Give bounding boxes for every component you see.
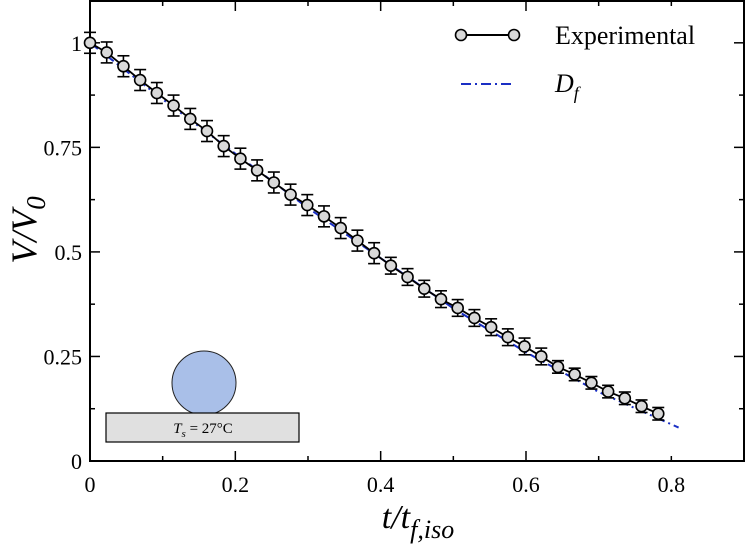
inset-schematic: Ts = 27°C: [105, 350, 300, 443]
data-point: [83, 36, 97, 50]
data-point: [133, 73, 147, 87]
y-tick-label: 0.25: [44, 344, 83, 369]
x-tick-label: 0.2: [222, 472, 250, 497]
data-point: [200, 124, 214, 138]
data-point: [183, 112, 197, 126]
data-point: [250, 164, 264, 177]
y-tick-label: 0.75: [44, 135, 83, 160]
data-point: [317, 210, 331, 223]
data-point: [635, 399, 648, 413]
data-point: [468, 311, 481, 325]
data-point: [384, 259, 398, 273]
data-point: [518, 340, 531, 353]
x-tick-label: 0: [85, 472, 96, 497]
data-point: [434, 292, 448, 306]
series-experimental: [83, 31, 665, 421]
data-point: [451, 301, 464, 315]
data-point: [300, 198, 314, 212]
tick-labels: 0 0.2 0.4 0.6 0.8 0 0.25 0.5 0.75 1: [44, 31, 686, 497]
inset-label: Ts = 27°C: [173, 421, 233, 440]
data-point: [501, 330, 515, 344]
data-point: [367, 246, 381, 260]
data-point: [267, 176, 281, 189]
data-point: [568, 368, 581, 381]
data-point: [100, 46, 114, 59]
substrate-icon: [105, 412, 300, 443]
data-point: [534, 350, 548, 363]
data-point: [334, 221, 348, 235]
x-tick-label: 0.4: [367, 472, 395, 497]
x-tick-label: 0.8: [658, 472, 686, 497]
data-point: [217, 139, 231, 153]
x-axis-title: t/tf,iso: [382, 499, 454, 544]
droplet-icon: [171, 350, 237, 416]
legend: Experimental Df: [454, 21, 695, 103]
legend-exp-marker-left: [454, 28, 468, 42]
data-point: [351, 234, 364, 247]
data-point: [601, 385, 615, 398]
data-point: [234, 152, 247, 165]
data-point: [117, 59, 130, 73]
data-point: [618, 391, 632, 405]
data-point: [651, 407, 665, 421]
data-point: [484, 320, 498, 334]
x-tick-label: 0.6: [512, 472, 540, 497]
y-tick-label: 0.5: [55, 240, 83, 265]
data-point: [417, 282, 431, 296]
data-point: [401, 270, 414, 284]
y-tick-label: 0: [71, 449, 82, 474]
plot-frame: [89, 0, 745, 462]
y-axis-title: V/V0: [4, 196, 51, 264]
data-point: [167, 99, 180, 112]
y-tick-label: 1: [71, 31, 82, 56]
data-point: [551, 360, 565, 374]
data-point: [585, 376, 598, 390]
legend-exp-label: Experimental: [555, 21, 695, 50]
legend-fit-label: Df: [554, 69, 582, 103]
legend-exp-marker-right: [507, 28, 521, 42]
data-point: [150, 86, 164, 100]
data-point: [284, 188, 297, 201]
